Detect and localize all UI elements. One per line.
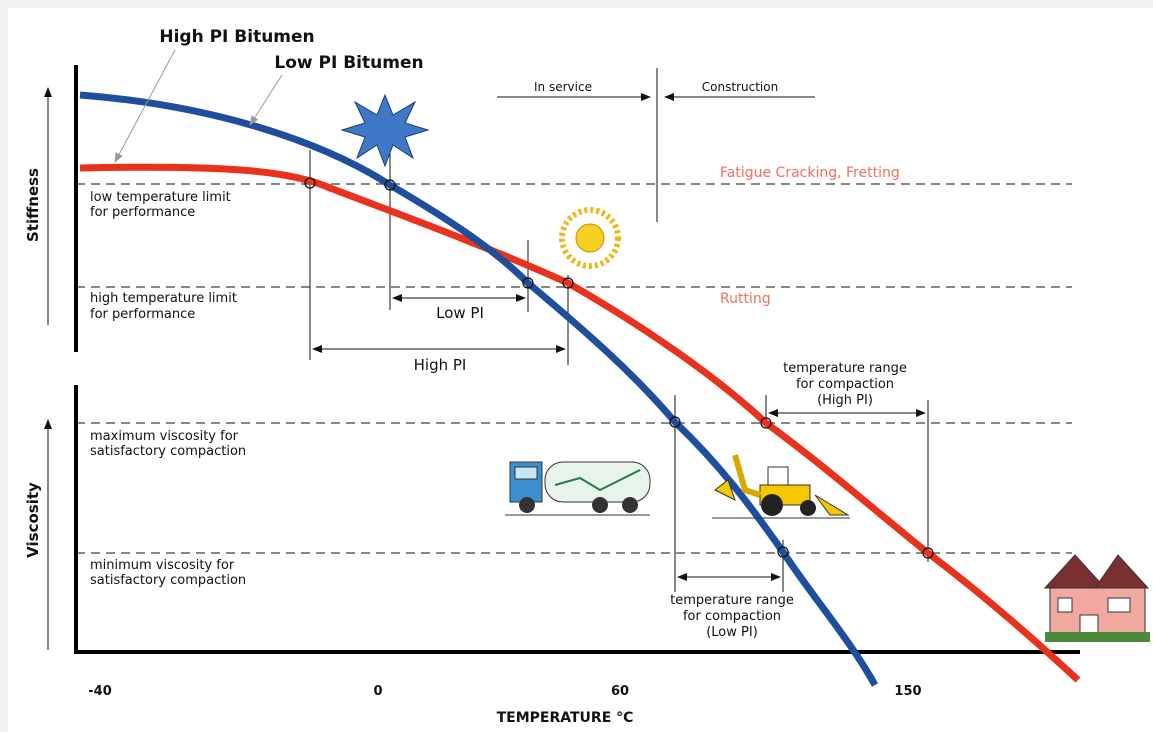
legend-pointer xyxy=(249,74,283,126)
x-labels: -40 0 60 150 xyxy=(88,684,921,699)
house-icon xyxy=(1043,554,1150,642)
compaction-labels: temperature range for compaction (High P… xyxy=(670,361,907,640)
viscosity-label: Viscosity xyxy=(24,482,42,558)
canvas xyxy=(8,8,1153,732)
x-label: 150 xyxy=(894,684,921,699)
limit-label: for performance xyxy=(90,205,195,220)
stiffness-label: Stiffness xyxy=(24,168,42,242)
low-pi-curve xyxy=(79,91,879,687)
limit-label: low temperature limit xyxy=(90,190,231,205)
limit-label: satisfactory compaction xyxy=(90,573,246,588)
limit-labels: low temperature limit for performance hi… xyxy=(90,190,246,588)
high-pi-range: High PI xyxy=(414,356,467,374)
range-arrows xyxy=(312,93,926,581)
compaction-label: (High PI) xyxy=(817,393,873,408)
compaction-label: temperature range xyxy=(783,361,907,376)
limit-label: high temperature limit xyxy=(90,291,237,306)
compaction-label: for compaction xyxy=(683,609,781,624)
x-title: TEMPERATURE °C xyxy=(497,710,634,726)
snowflake-icon xyxy=(340,93,430,168)
high-pi-curve xyxy=(79,163,1081,683)
intersections xyxy=(304,177,934,559)
loader-icon xyxy=(712,454,850,519)
x-label: -40 xyxy=(88,684,112,699)
legend-pointer xyxy=(114,49,176,163)
legend-high-pi: High PI Bitumen xyxy=(159,27,314,47)
compaction-label: (Low PI) xyxy=(706,625,758,640)
limit-label: minimum viscosity for xyxy=(90,558,235,573)
verticals xyxy=(309,68,929,592)
compaction-label: temperature range xyxy=(670,593,794,608)
limit-label: satisfactory compaction xyxy=(90,444,246,459)
limit-label: for performance xyxy=(90,307,195,322)
x-label: 60 xyxy=(611,684,629,699)
fatigue-label: Fatigue Cracking, Fretting xyxy=(720,165,900,181)
compaction-label: for compaction xyxy=(796,377,894,392)
rutting-label: Rutting xyxy=(720,291,771,307)
truck-icon xyxy=(505,461,651,516)
legend-low-pi: Low PI Bitumen xyxy=(274,53,423,73)
limit-label: maximum viscosity for xyxy=(90,429,239,444)
sun-icon xyxy=(559,207,621,269)
low-pi-range: Low PI xyxy=(436,304,484,322)
x-label: 0 xyxy=(373,684,382,699)
in-service: In service xyxy=(534,80,592,94)
construction: Construction xyxy=(702,80,778,94)
